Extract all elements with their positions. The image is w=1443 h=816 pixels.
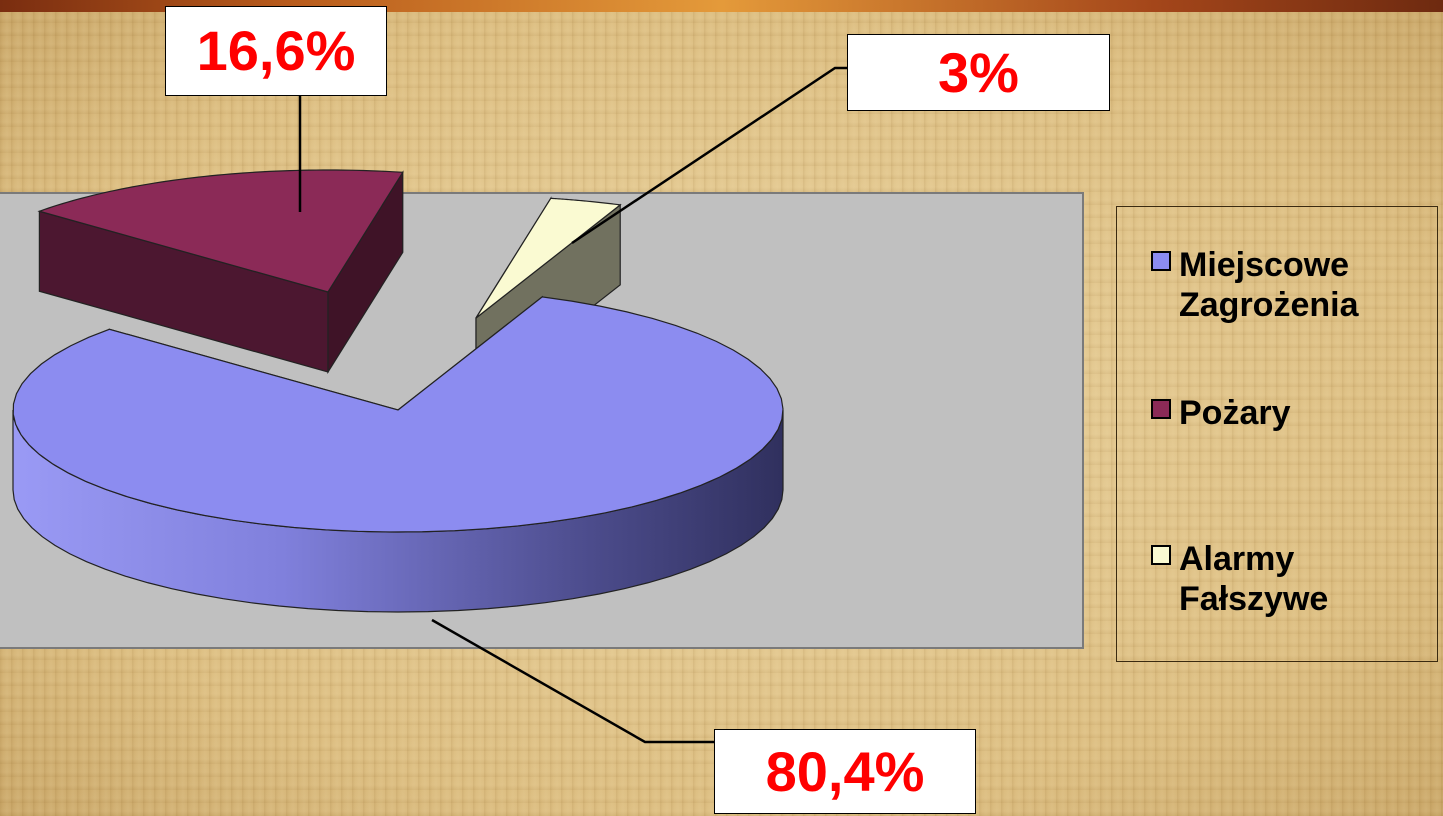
pie-slice-top-2	[475, 197, 622, 319]
legend-label: Miejscowe Zagrożenia	[1179, 246, 1359, 324]
pie-slice-1	[37, 169, 404, 375]
legend-label: Pożary	[1179, 394, 1291, 432]
legend-swatch	[1151, 545, 1171, 565]
pie-slice-0	[12, 295, 784, 613]
legend-label: Alarmy Fałszywe	[1179, 540, 1329, 618]
leader-line-0	[431, 618, 716, 744]
data-label-alarmy: 3%	[847, 34, 1110, 111]
legend-swatch	[1151, 399, 1171, 419]
pie-slice-top-1	[37, 169, 404, 293]
legend-item-alarmy: Alarmy Fałszywe	[1151, 539, 1419, 619]
data-label-pozary: 16,6%	[165, 6, 387, 96]
leader-line-2	[571, 66, 849, 245]
data-label-miejscowe: 80,4%	[714, 729, 976, 814]
pie-slice-top-0	[12, 296, 784, 533]
legend-item-miejscowe: Miejscowe Zagrożenia	[1151, 245, 1419, 325]
legend-swatch	[1151, 251, 1171, 271]
legend-item-pozary: Pożary	[1151, 393, 1419, 433]
legend: Miejscowe Zagrożenia Pożary Alarmy Fałsz…	[1116, 206, 1438, 662]
